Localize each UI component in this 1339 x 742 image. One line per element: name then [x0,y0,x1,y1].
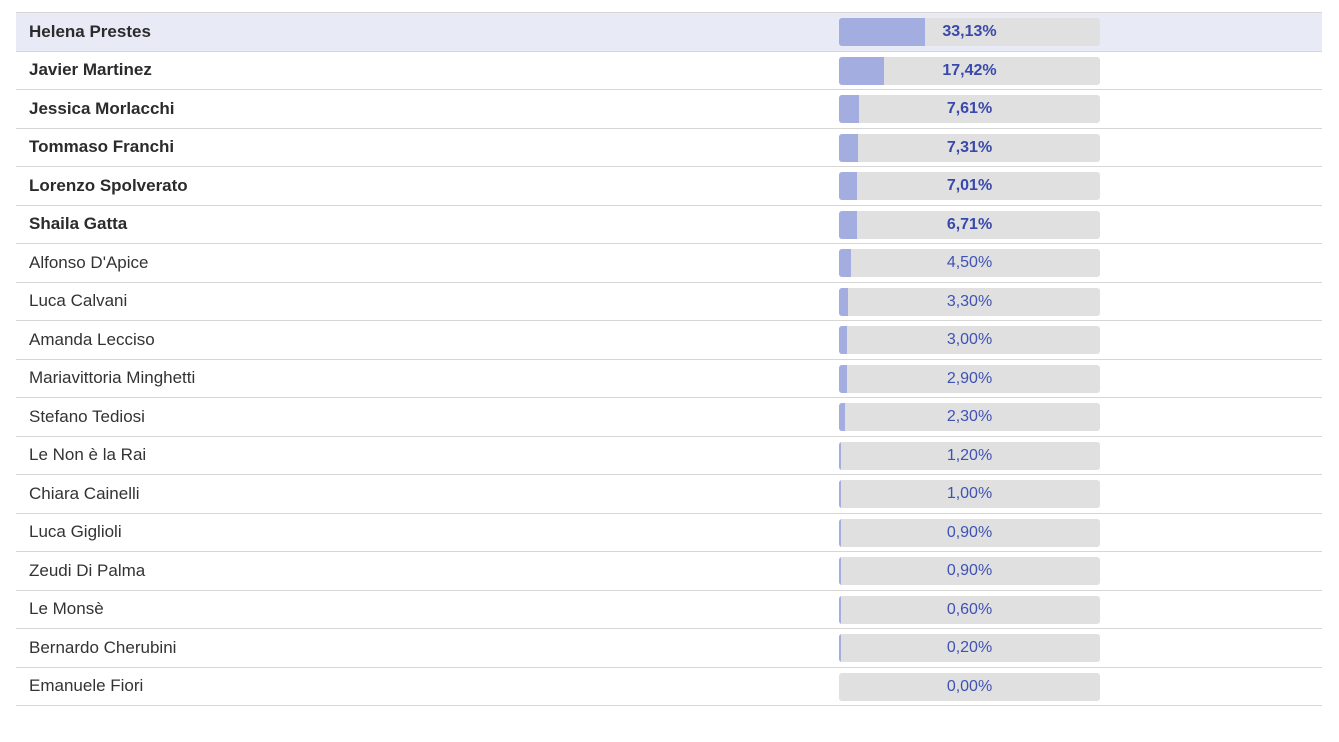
percent-label: 3,00% [946,331,993,348]
candidate-name: Zeudi Di Palma [29,560,146,580]
candidate-name: Chiara Cainelli [29,483,140,503]
percent-bar-fill [839,18,926,46]
percent-bar: 7,01% [839,172,1100,200]
percent-bar: 1,20% [839,441,1100,470]
percent-bar: 4,50% [839,249,1100,277]
percent-bar-fill [839,634,841,662]
percent-label: 1,20% [946,446,993,464]
candidate-name: Javier Martinez [29,60,152,80]
percent-bar: 7,61% [839,95,1100,123]
candidate-name: Bernardo Cherubini [29,637,177,657]
percent-label: 7,01% [946,177,993,194]
percent-bar-fill [839,557,841,585]
percent-bar: 0,60% [839,595,1100,624]
percent-bar-fill [839,249,851,277]
percent-bar: 2,30% [839,403,1100,431]
percent-label: 0,20% [946,639,993,656]
candidate-name: Emanuele Fiori [29,676,144,696]
percent-label: 4,50% [946,254,993,271]
percent-label: 7,61% [946,100,993,117]
result-row: Mariavittoria Minghetti 2,90% [16,360,1322,398]
percent-label: 17,42% [942,61,997,79]
candidate-name: Luca Calvani [29,291,128,311]
result-row: Shaila Gatta 6,71% [16,206,1322,244]
percent-bar: 1,00% [839,480,1100,508]
percent-label: 7,31% [946,138,993,156]
percent-bar: 0,00% [839,672,1100,701]
percent-bar-fill [839,326,847,354]
result-row: Tommaso Franchi 7,31% [16,129,1322,167]
percent-bar-fill [839,56,885,85]
candidate-name: Amanda Lecciso [29,329,155,349]
percent-bar-fill [839,518,841,547]
result-row: Le Non è la Rai 1,20% [16,437,1322,475]
result-row: Alfonso D'Apice 4,50% [16,244,1322,283]
percent-bar: 7,31% [839,133,1100,162]
candidate-name: Helena Prestes [29,21,151,41]
percent-label: 0,90% [946,562,993,579]
percent-bar-fill [839,364,847,393]
percent-bar: 33,13% [839,18,1100,46]
percent-bar-fill [839,287,848,316]
percent-bar: 3,00% [839,326,1100,354]
percent-label: 6,71% [946,215,993,233]
percent-label: 2,90% [946,369,993,387]
result-row: Amanda Lecciso 3,00% [16,321,1322,360]
result-row: Zeudi Di Palma 0,90% [16,552,1322,591]
result-row: Jessica Morlacchi 7,61% [16,90,1322,129]
percent-bar: 3,30% [839,287,1100,316]
percent-bar-fill [839,595,841,624]
percent-bar-fill [839,95,859,123]
candidate-name: Mariavittoria Minghetti [29,368,196,388]
percent-bar-fill [839,403,845,431]
percent-label: 0,60% [946,600,993,618]
result-row: Luca Calvani 3,30% [16,283,1322,321]
percent-label: 1,00% [946,485,993,502]
candidate-name: Stefano Tediosi [29,406,145,426]
candidate-name: Shaila Gatta [29,214,128,234]
result-row: Javier Martinez 17,42% [16,52,1322,90]
percent-bar: 0,20% [839,634,1100,662]
candidate-name: Tommaso Franchi [29,137,175,157]
percent-bar: 6,71% [839,210,1100,239]
percent-bar-fill [839,133,859,162]
result-row: Lorenzo Spolverato 7,01% [16,167,1322,206]
result-row: Le Monsè 0,60% [16,591,1322,629]
percent-bar-fill [839,441,841,470]
result-row: Bernardo Cherubini 0,20% [16,629,1322,668]
percent-bar: 17,42% [839,56,1100,85]
percent-label: 33,13% [942,23,997,40]
candidate-name: Lorenzo Spolverato [29,175,188,195]
percent-bar: 0,90% [839,557,1100,585]
result-row: Helena Prestes 33,13% [16,13,1322,52]
candidate-name: Luca Giglioli [29,522,122,542]
percent-label: 0,90% [946,523,993,541]
candidate-name: Le Non è la Rai [29,445,147,465]
result-row: Chiara Cainelli 1,00% [16,475,1322,514]
results-table: Helena Prestes 33,13% Javier Martinez 17,42… [16,12,1322,706]
percent-bar: 0,90% [839,518,1100,547]
result-row: Emanuele Fiori 0,00% [16,668,1322,706]
percent-label: 3,30% [946,292,993,310]
percent-bar: 2,90% [839,364,1100,393]
candidate-name: Le Monsè [29,599,104,619]
percent-bar-fill [839,480,841,508]
percent-label: 0,00% [946,677,993,695]
result-row: Stefano Tediosi 2,30% [16,398,1322,437]
result-row: Luca Giglioli 0,90% [16,514,1322,552]
percent-label: 2,30% [946,408,993,425]
candidate-name: Jessica Morlacchi [29,98,175,118]
candidate-name: Alfonso D'Apice [29,252,149,272]
percent-bar-fill [839,172,858,200]
percent-bar-fill [839,210,857,239]
